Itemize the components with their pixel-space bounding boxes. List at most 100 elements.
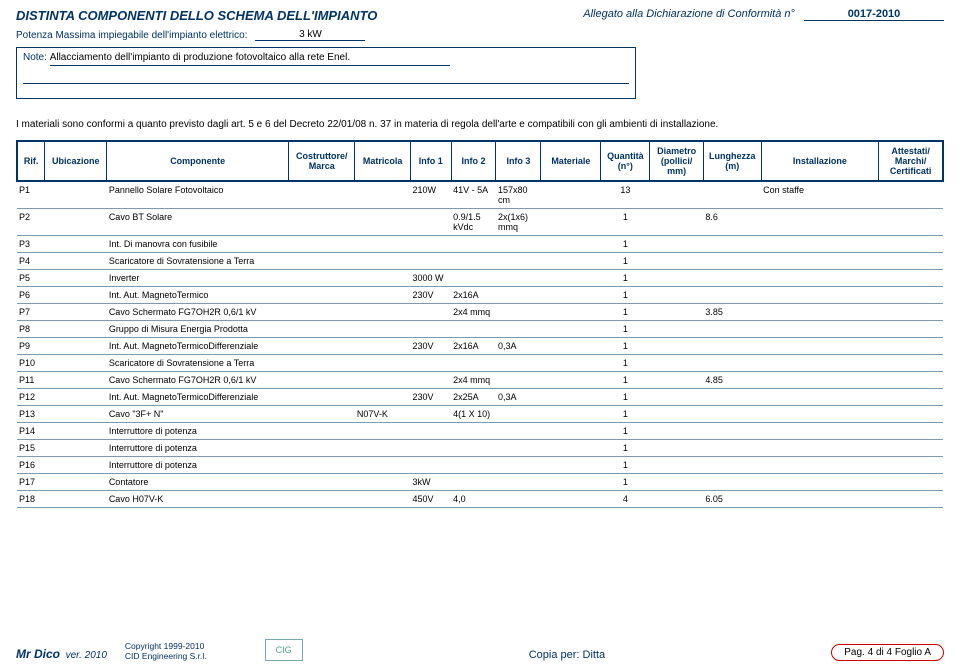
cell-diametro — [650, 406, 703, 423]
cell-materiale — [541, 457, 601, 474]
col-diametro: Diametro (pollici/ mm) — [650, 141, 703, 181]
cell-info1: 230V — [410, 287, 451, 304]
cig-badge-icon: CIG — [265, 639, 303, 661]
cell-attestati — [879, 491, 943, 508]
cell-componente: Cavo BT Solare — [107, 209, 289, 236]
cell-diametro — [650, 457, 703, 474]
cell-ubicazione — [45, 304, 107, 321]
cell-materiale — [541, 270, 601, 287]
cell-info1 — [410, 236, 451, 253]
cell-info2: 4(1 X 10) — [451, 406, 496, 423]
cell-ubicazione — [45, 209, 107, 236]
col-lunghezza: Lunghezza (m) — [703, 141, 761, 181]
cell-costruttore — [289, 321, 355, 338]
cell-matricola — [355, 253, 411, 270]
cell-ubicazione — [45, 457, 107, 474]
cell-lunghezza — [703, 457, 761, 474]
cell-lunghezza — [703, 236, 761, 253]
cell-info2: 0.9/1.5 kVdc — [451, 209, 496, 236]
cell-lunghezza — [703, 355, 761, 372]
cell-info1: 230V — [410, 338, 451, 355]
cell-lunghezza — [703, 253, 761, 270]
cell-matricola — [355, 474, 411, 491]
table-row: P14Interruttore di potenza1 — [17, 423, 943, 440]
cell-info3 — [496, 321, 541, 338]
cell-info2: 2x25A — [451, 389, 496, 406]
col-info1: Info 1 — [410, 141, 451, 181]
cell-info3: 0,3A — [496, 338, 541, 355]
cell-componente: Int. Aut. MagnetoTermico — [107, 287, 289, 304]
cell-costruttore — [289, 474, 355, 491]
cell-attestati — [879, 321, 943, 338]
cell-quantita: 1 — [601, 287, 650, 304]
cell-ubicazione — [45, 491, 107, 508]
cell-info1 — [410, 440, 451, 457]
cell-diametro — [650, 355, 703, 372]
cell-diametro — [650, 304, 703, 321]
cell-lunghezza — [703, 321, 761, 338]
cell-lunghezza: 8.6 — [703, 209, 761, 236]
cell-rif: P1 — [17, 181, 45, 209]
cell-info3 — [496, 253, 541, 270]
cell-costruttore — [289, 372, 355, 389]
cell-materiale — [541, 287, 601, 304]
cell-matricola — [355, 270, 411, 287]
cell-costruttore — [289, 270, 355, 287]
cell-lunghezza — [703, 423, 761, 440]
cell-info1: 210W — [410, 181, 451, 209]
cell-ubicazione — [45, 423, 107, 440]
cell-matricola — [355, 321, 411, 338]
table-row: P13Cavo "3F+ N"N07V-K4(1 X 10)1 — [17, 406, 943, 423]
col-materiale: Materiale — [541, 141, 601, 181]
col-installazione: Installazione — [761, 141, 879, 181]
cell-installazione — [761, 389, 879, 406]
cell-attestati — [879, 287, 943, 304]
cell-quantita: 1 — [601, 236, 650, 253]
copyright-line2: CID Engineering S.r.l. — [125, 651, 207, 661]
cell-componente: Interruttore di potenza — [107, 440, 289, 457]
cell-quantita: 13 — [601, 181, 650, 209]
cell-quantita: 1 — [601, 406, 650, 423]
col-matricola: Matricola — [355, 141, 411, 181]
table-row: P11Cavo Schermato FG7OH2R 0,6/1 kV2x4 mm… — [17, 372, 943, 389]
col-quantita: Quantità (n°) — [601, 141, 650, 181]
cell-info3: 0,3A — [496, 389, 541, 406]
cell-info1: 230V — [410, 389, 451, 406]
cell-attestati — [879, 440, 943, 457]
cell-diametro — [650, 321, 703, 338]
cell-installazione — [761, 321, 879, 338]
table-row: P15Interruttore di potenza1 — [17, 440, 943, 457]
cell-info2: 2x16A — [451, 338, 496, 355]
cell-lunghezza — [703, 287, 761, 304]
cell-ubicazione — [45, 389, 107, 406]
col-componente: Componente — [107, 141, 289, 181]
cell-attestati — [879, 253, 943, 270]
cell-info3: 157x80 cm — [496, 181, 541, 209]
cell-materiale — [541, 209, 601, 236]
cell-info3 — [496, 372, 541, 389]
cell-costruttore — [289, 355, 355, 372]
cell-installazione — [761, 474, 879, 491]
cell-lunghezza — [703, 389, 761, 406]
cell-lunghezza — [703, 270, 761, 287]
cell-rif: P3 — [17, 236, 45, 253]
cell-info3 — [496, 304, 541, 321]
cell-diametro — [650, 209, 703, 236]
cell-costruttore — [289, 389, 355, 406]
cell-info2 — [451, 270, 496, 287]
table-row: P17Contatore3kW1 — [17, 474, 943, 491]
cell-rif: P16 — [17, 457, 45, 474]
cell-installazione: Con staffe — [761, 181, 879, 209]
cell-componente: Pannello Solare Fotovoltaico — [107, 181, 289, 209]
cell-rif: P9 — [17, 338, 45, 355]
cell-info1 — [410, 372, 451, 389]
cell-info3 — [496, 406, 541, 423]
cell-componente: Int. Aut. MagnetoTermicoDifferenziale — [107, 389, 289, 406]
cell-attestati — [879, 181, 943, 209]
col-rif: Rif. — [17, 141, 45, 181]
cell-materiale — [541, 491, 601, 508]
table-row: P9Int. Aut. MagnetoTermicoDifferenziale2… — [17, 338, 943, 355]
cell-ubicazione — [45, 440, 107, 457]
cell-componente: Cavo H07V-K — [107, 491, 289, 508]
table-row: P7Cavo Schermato FG7OH2R 0,6/1 kV2x4 mmq… — [17, 304, 943, 321]
